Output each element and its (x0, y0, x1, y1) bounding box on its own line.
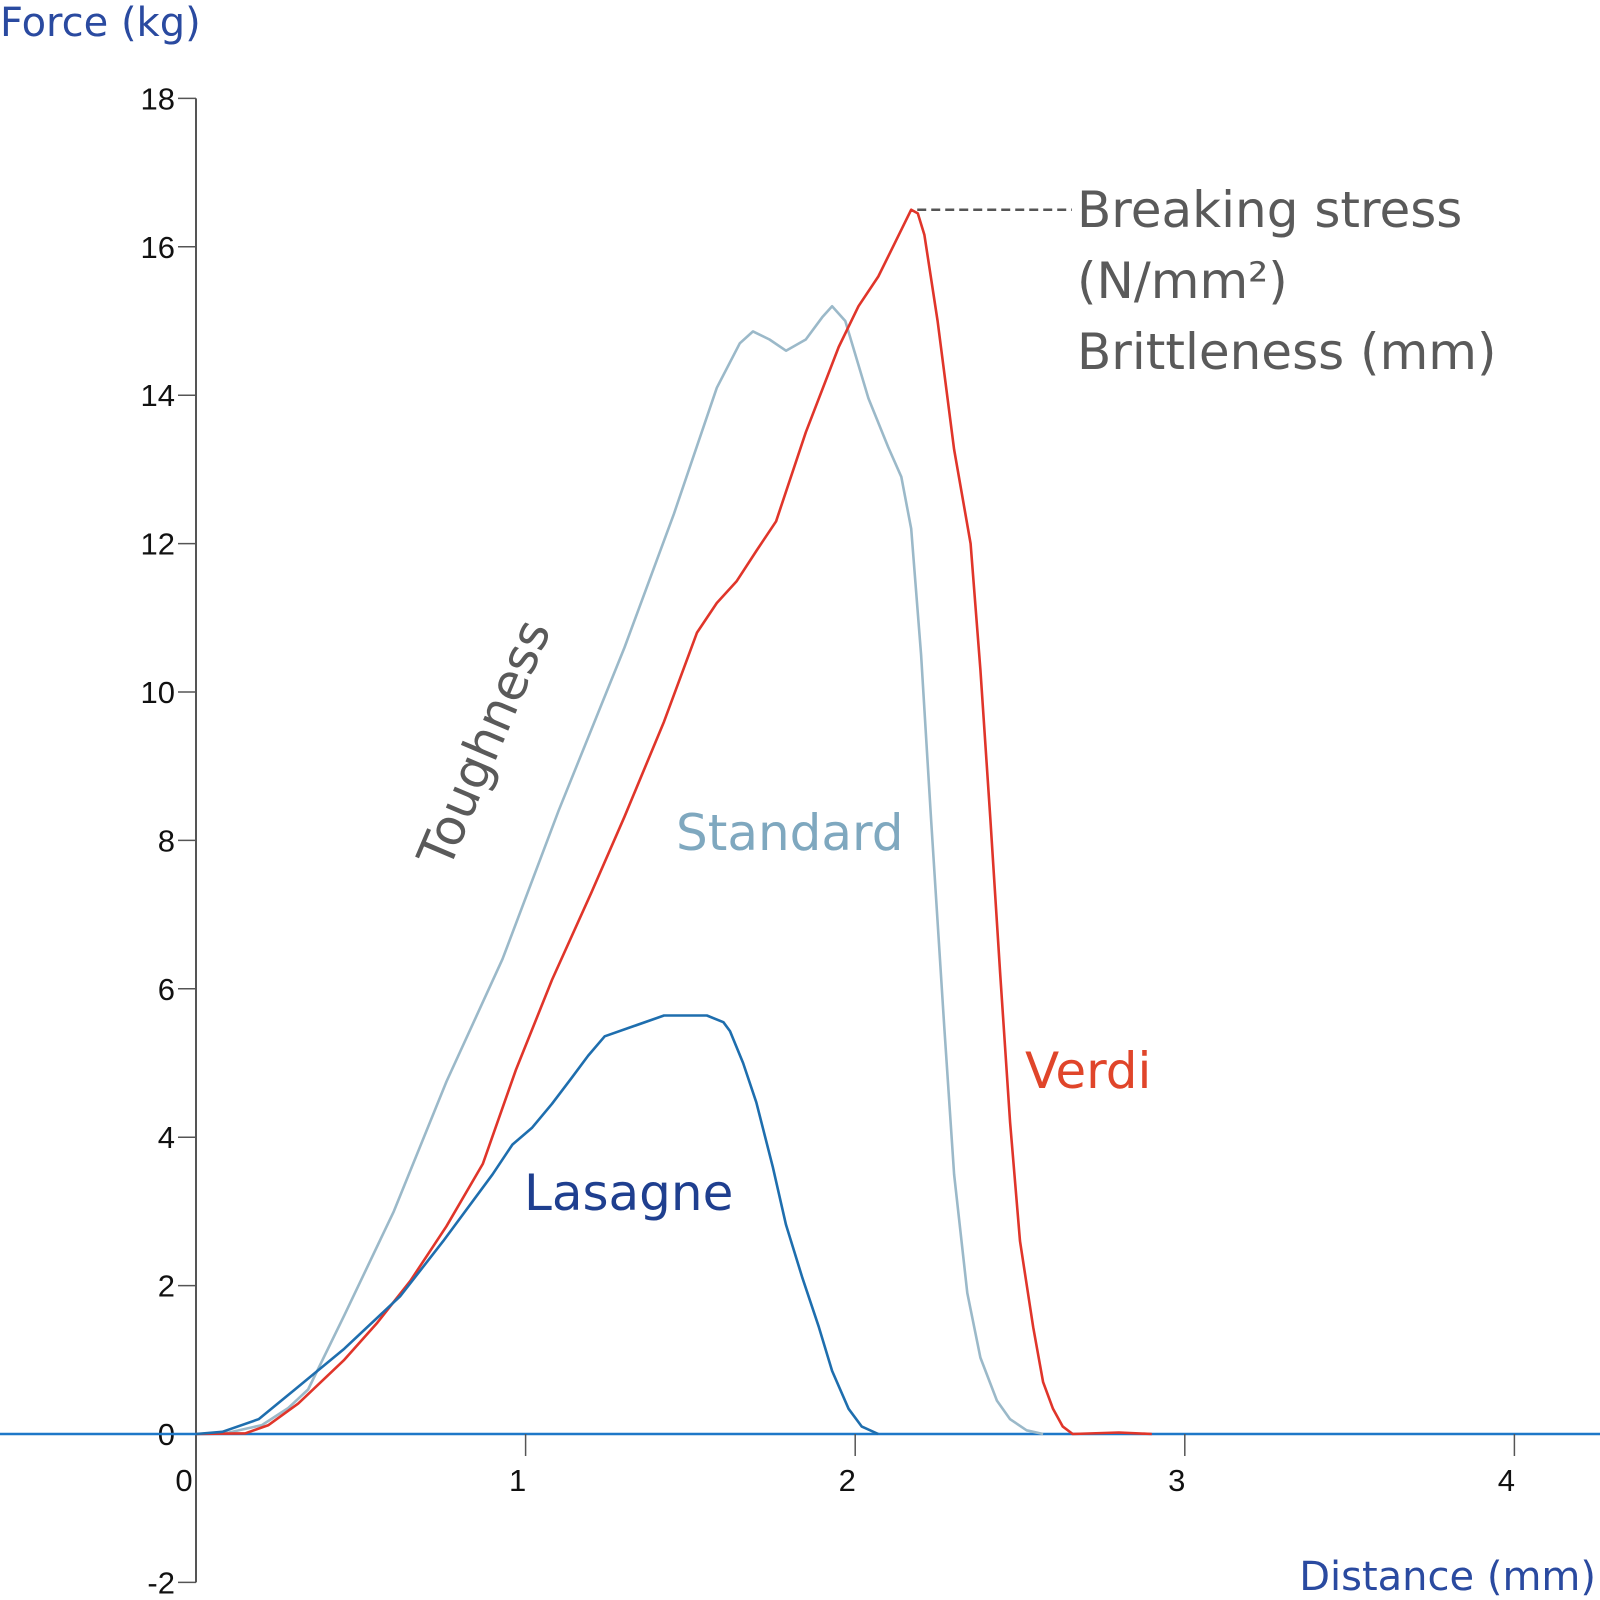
x-tick-label: 1 (509, 1463, 526, 1498)
lasagne-series-label: Lasagne (524, 1164, 733, 1222)
y-tick-label: -2 (147, 1565, 175, 1600)
standard-series-label: Standard (676, 804, 903, 862)
verdi-series-label: Verdi (1025, 1042, 1151, 1100)
y-tick-label: 4 (158, 1120, 175, 1155)
y-tick-label: 10 (141, 675, 175, 710)
x-axis-title: Distance (mm) (1299, 1554, 1596, 1600)
brittleness-label: Brittleness (mm) (1077, 323, 1496, 381)
series-line-verdi (195, 208, 1152, 1436)
series-lines (195, 208, 1152, 1436)
y-tick-label: 8 (158, 823, 175, 858)
breaking-stress-unit-label: (N/mm²) (1077, 252, 1288, 310)
x-axis-ticks: 0 1 2 3 4 (175, 1434, 1516, 1498)
series-line-standard (195, 304, 1044, 1436)
x-tick-label: 2 (839, 1463, 856, 1498)
y-tick-label: 16 (141, 230, 175, 265)
breaking-stress-label: Breaking stress (1077, 181, 1462, 239)
y-axis-ticks: -2 0 2 4 6 8 10 12 14 16 18 (141, 81, 196, 1600)
y-axis-title: Force (kg) (0, 0, 201, 46)
toughness-label: Toughness (406, 611, 562, 876)
x-tick-label: 0 (175, 1463, 192, 1498)
series-line-lasagne (195, 1014, 879, 1436)
x-tick-label: 4 (1498, 1463, 1515, 1498)
y-tick-label: 6 (158, 972, 175, 1007)
y-tick-label: 18 (141, 81, 175, 116)
y-tick-label: 14 (141, 378, 175, 413)
x-tick-label: 3 (1168, 1463, 1185, 1498)
y-tick-label: 2 (158, 1269, 175, 1304)
y-tick-label: 12 (141, 527, 175, 562)
